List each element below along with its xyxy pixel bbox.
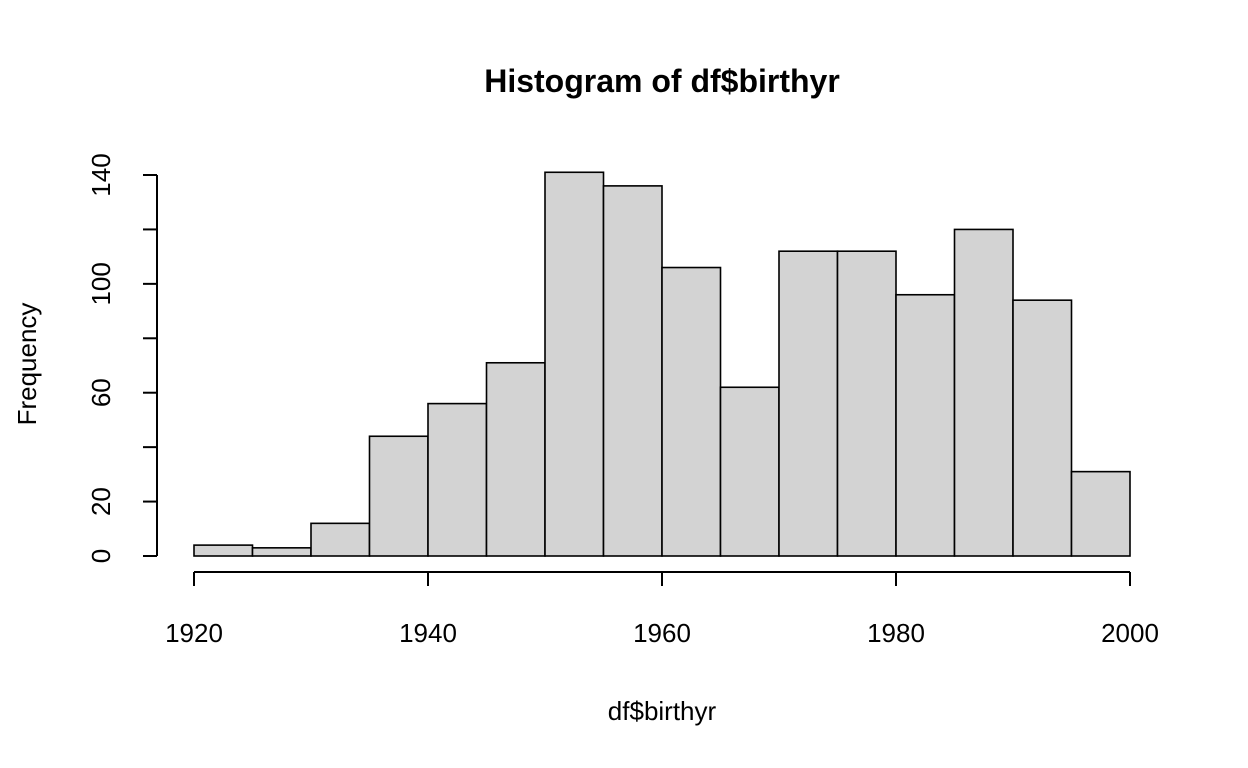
histogram-bar-1975-1980 [836,250,897,557]
histogram-bar-1995-2000 [1070,470,1131,557]
x-axis-label: df$birthyr [608,696,717,726]
histogram-bar-1940-1945 [427,402,488,557]
histogram-bar-1945-1950 [485,361,546,557]
histogram-bar-1985-1990 [953,228,1014,557]
histogram-bar-1960-1965 [661,266,722,557]
histogram-bar-1925-1930 [251,547,312,557]
histogram-bar-1990-1995 [1012,299,1073,557]
histogram-bar-1930-1935 [310,522,371,557]
histogram-bar-1965-1970 [719,386,780,557]
y-tick-label-140: 140 [86,153,116,196]
x-tick-label-1920: 1920 [165,618,223,648]
histogram-bar-1955-1960 [602,185,663,557]
x-tick-label-1940: 1940 [399,618,457,648]
y-axis-label: Frequency [12,303,42,426]
y-tick-label-100: 100 [86,262,116,305]
bars-group [193,171,1131,557]
histogram-bar-1950-1955 [544,171,605,557]
y-tick-label-20: 20 [86,487,116,516]
x-tick-label-2000: 2000 [1101,618,1159,648]
histogram-bar-1920-1925 [193,544,254,557]
histogram-bar-1935-1940 [368,435,429,557]
histogram-bar-1970-1975 [778,250,839,557]
histogram-bar-1980-1985 [895,293,956,557]
y-tick-label-60: 60 [86,378,116,407]
x-axis: 1920 1940 1960 1980 2000 [165,571,1159,648]
x-tick-label-1980: 1980 [867,618,925,648]
y-axis: 0 20 60 100 140 [86,153,158,563]
x-tick-label-1960: 1960 [633,618,691,648]
y-tick-label-0: 0 [86,549,116,563]
chart-title: Histogram of df$birthyr [484,63,840,99]
